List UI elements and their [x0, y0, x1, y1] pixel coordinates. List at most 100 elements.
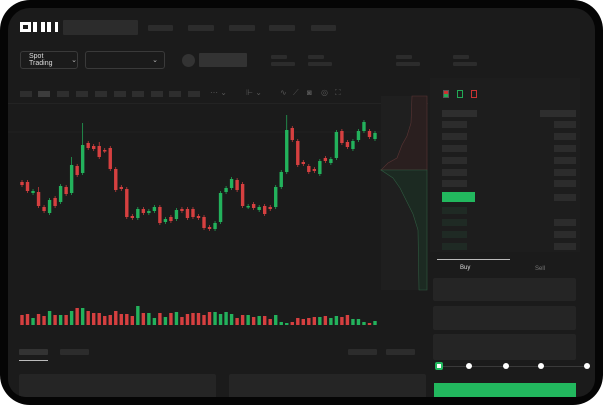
candle	[334, 132, 339, 158]
total-input[interactable]	[433, 334, 576, 360]
nav-item[interactable]	[229, 25, 255, 31]
chevron-down-icon: ⌄	[152, 57, 158, 64]
timeframe-button[interactable]	[20, 91, 32, 97]
candle	[340, 131, 344, 143]
bid-price	[442, 207, 467, 214]
candle	[351, 141, 355, 149]
candle	[274, 187, 278, 207]
candle	[136, 209, 140, 218]
tab-underline	[437, 259, 510, 260]
volume-bar	[80, 308, 85, 325]
candle	[130, 216, 135, 218]
order-book-view-bids-icon[interactable]	[457, 90, 463, 98]
nav-item[interactable]	[311, 25, 336, 31]
indicator-icon[interactable]: ⊩ ⌄	[246, 88, 262, 97]
timeframe-button[interactable]	[132, 91, 144, 97]
okx-logo[interactable]	[20, 22, 58, 32]
orders-panel-right	[229, 374, 426, 397]
tab-order-history[interactable]	[60, 349, 89, 355]
timeframe-button-active[interactable]	[38, 91, 50, 97]
candle	[318, 161, 322, 174]
volume-bar	[69, 311, 74, 325]
candle	[58, 186, 63, 202]
slider-mark-50[interactable]	[503, 363, 509, 369]
search-placeholder[interactable]	[63, 20, 138, 35]
fullscreen-icon[interactable]: ⛶	[335, 88, 341, 97]
timeframe-button[interactable]	[114, 91, 126, 97]
slider-mark-25[interactable]	[466, 363, 472, 369]
amount-input[interactable]	[433, 306, 576, 330]
volume-bar	[92, 313, 96, 325]
slider-mark-100[interactable]	[584, 363, 590, 369]
volume-bar	[362, 322, 366, 325]
nav-item[interactable]	[148, 25, 173, 31]
candle	[323, 158, 328, 161]
volume-bar	[25, 314, 30, 325]
timeframe-button[interactable]	[169, 91, 181, 97]
volume-bar	[169, 313, 173, 325]
candle	[147, 211, 151, 213]
timeframe-button[interactable]	[188, 91, 200, 97]
camera-icon[interactable]: ◙	[307, 88, 312, 97]
market-type-dropdown[interactable]: Spot Trading ⌄	[20, 51, 78, 69]
volume-bar	[296, 318, 300, 325]
coin-icon	[182, 54, 195, 67]
candle	[185, 209, 190, 218]
nav-item[interactable]	[269, 25, 295, 31]
filter-button[interactable]	[386, 349, 415, 355]
candle	[125, 189, 129, 217]
volume-bar	[290, 322, 294, 325]
candle	[80, 145, 85, 173]
candle-type-icon[interactable]: ⋯ ⌄	[210, 88, 227, 97]
buy-button[interactable]	[434, 383, 576, 397]
tab-sell[interactable]: Sell	[535, 266, 546, 272]
order-book-header	[540, 110, 576, 117]
settings-icon[interactable]: ◎	[321, 88, 328, 97]
timeframe-button[interactable]	[151, 91, 163, 97]
tab-buy[interactable]: Buy	[460, 265, 471, 271]
candle	[262, 206, 267, 214]
slider-handle[interactable]	[435, 362, 443, 370]
volume-bar	[229, 314, 234, 325]
price-input[interactable]	[433, 278, 576, 301]
filter-button[interactable]	[348, 349, 377, 355]
ruler-icon[interactable]: ⟋	[293, 88, 299, 97]
order-book-view-both-icon[interactable]	[443, 90, 449, 98]
line-tool-icon[interactable]: ∿	[280, 88, 287, 97]
volume-bar	[152, 318, 157, 325]
volume-bar	[86, 311, 90, 325]
candle	[25, 182, 30, 191]
volume-bar	[58, 315, 63, 325]
volume-bar	[119, 314, 123, 325]
nav-item[interactable]	[188, 25, 214, 31]
timeframe-button[interactable]	[57, 91, 69, 97]
stat-placeholder	[453, 55, 469, 59]
depth-bids	[380, 169, 428, 291]
candle	[119, 187, 123, 189]
volume-bar	[114, 311, 118, 325]
candle	[20, 182, 24, 185]
ask-size	[554, 194, 576, 201]
candle	[296, 141, 300, 165]
timeframe-button[interactable]	[76, 91, 88, 97]
volume-bar	[262, 316, 267, 325]
slider-mark-75[interactable]	[538, 363, 544, 369]
stat-placeholder	[308, 55, 324, 59]
tab-open-orders[interactable]	[19, 349, 48, 355]
candle	[86, 143, 90, 148]
orders-panel-left	[19, 374, 216, 397]
volume-bar	[163, 317, 168, 325]
candle	[307, 166, 311, 172]
pair-dropdown[interactable]: ⌄	[85, 51, 165, 69]
timeframe-button[interactable]	[95, 91, 107, 97]
tab-active-underline	[19, 360, 48, 361]
divider	[8, 103, 428, 104]
volume-bar	[207, 312, 212, 325]
candle	[207, 227, 212, 229]
ask-price	[442, 157, 467, 164]
volume-bar	[356, 319, 361, 325]
amount-slider[interactable]	[438, 366, 590, 367]
order-book-view-asks-icon[interactable]	[471, 90, 477, 98]
volume-bar	[340, 317, 344, 325]
volume-bar	[318, 317, 322, 325]
